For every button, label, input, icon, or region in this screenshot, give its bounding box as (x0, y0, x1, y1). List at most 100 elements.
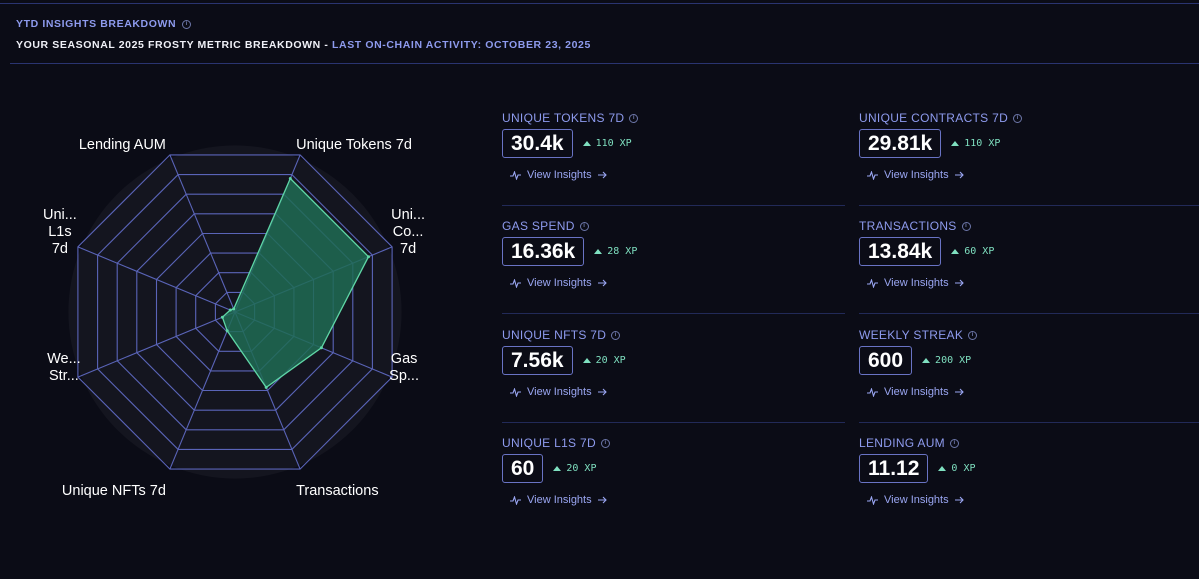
activity-icon (510, 278, 521, 288)
xp-value: 110 XP (595, 138, 632, 149)
radar-axis-label-line: Gas (391, 351, 418, 367)
view-insights-link[interactable]: View Insights (510, 277, 844, 289)
xp-badge: 200 XP (922, 355, 971, 366)
view-insights-text: View Insights (527, 169, 592, 181)
view-insights-text: View Insights (884, 169, 949, 181)
radar-axis-label-line: We... (47, 351, 81, 367)
info-icon[interactable]: i (579, 221, 589, 231)
metric-label: UNIQUE TOKENS 7D i (502, 111, 844, 125)
activity-icon (867, 170, 878, 180)
xp-value: 20 XP (566, 463, 597, 474)
radar-data-point (319, 346, 323, 350)
arrow-right-icon (597, 279, 607, 287)
metric-value: 7.56k (502, 346, 573, 375)
view-insights-text: View Insights (884, 386, 949, 398)
view-insights-text: View Insights (527, 277, 592, 289)
radar-axis-label-line: Unique NFTs 7d (62, 483, 166, 499)
metric-value-row: 13.84k 60 XP (859, 237, 1199, 266)
metric-label-text: UNIQUE TOKENS 7D (502, 111, 625, 125)
view-insights-link[interactable]: View Insights (867, 169, 1199, 181)
top-divider (0, 3, 1199, 4)
radar-axis-label-line: Unique Tokens 7d (296, 137, 412, 153)
triangle-up-icon (938, 466, 947, 471)
metric-value-row: 16.36k 28 XP (502, 237, 844, 266)
view-insights-link[interactable]: View Insights (510, 494, 844, 506)
radar-data-point (225, 329, 229, 333)
radar-axis-label-line: Co... (393, 224, 424, 240)
view-insights-text: View Insights (884, 494, 949, 506)
radar-axis-spoke (77, 246, 236, 313)
radar-data-point (228, 308, 232, 312)
metric-label: TRANSACTIONS i (859, 219, 1199, 233)
metric-card: LENDING AUM i 11.12 0 XP View Insights (859, 436, 1199, 506)
metric-label: GAS SPEND i (502, 219, 844, 233)
metric-card: GAS SPEND i 16.36k 28 XP View Insights (502, 219, 844, 289)
metric-divider (502, 422, 845, 423)
xp-value: 200 XP (935, 355, 972, 366)
metric-value: 13.84k (859, 237, 942, 266)
header-divider (10, 63, 1199, 64)
metric-value: 16.36k (502, 237, 585, 266)
xp-badge: 110 XP (951, 138, 1000, 149)
section-title: YTD INSIGHTS BREAKDOWN i (16, 18, 591, 30)
info-icon[interactable]: i (1013, 113, 1023, 123)
view-insights-link[interactable]: View Insights (867, 386, 1199, 398)
metric-label: UNIQUE CONTRACTS 7D i (859, 111, 1199, 125)
info-icon[interactable]: i (949, 438, 959, 448)
radar-data-point (264, 385, 268, 389)
metric-divider (859, 422, 1199, 423)
metric-label-text: TRANSACTIONS (859, 219, 957, 233)
radar-axis-label: Transactions (296, 483, 378, 499)
metric-label-text: UNIQUE CONTRACTS 7D (859, 111, 1009, 125)
radar-axis-label-line: L1s (48, 224, 71, 240)
view-insights-text: View Insights (527, 494, 592, 506)
view-insights-link[interactable]: View Insights (867, 277, 1199, 289)
metric-card: WEEKLY STREAK i 600 200 XP View Insights (859, 328, 1199, 398)
arrow-right-icon (597, 496, 607, 504)
triangle-up-icon (922, 358, 931, 363)
view-insights-link[interactable]: View Insights (510, 386, 844, 398)
subtitle-text: YOUR SEASONAL 2025 FROSTY METRIC BREAKDO… (16, 39, 321, 51)
metric-divider (502, 205, 845, 206)
info-icon[interactable]: i (968, 330, 978, 340)
metric-label-text: LENDING AUM (859, 436, 945, 450)
metric-divider (502, 313, 845, 314)
metric-label: UNIQUE NFTS 7D i (502, 328, 844, 342)
view-insights-text: View Insights (527, 386, 592, 398)
activity-icon (867, 495, 878, 505)
section-header: YTD INSIGHTS BREAKDOWN i YOUR SEASONAL 2… (16, 18, 591, 51)
metric-value-row: 600 200 XP (859, 346, 1199, 375)
radar-axis-label: Unique Tokens 7d (296, 137, 412, 153)
activity-icon (510, 495, 521, 505)
info-icon[interactable]: i (182, 19, 192, 29)
radar-axis-spoke (169, 154, 236, 313)
xp-value: 0 XP (951, 463, 976, 474)
radar-axis-label-line: Uni... (391, 207, 425, 223)
arrow-right-icon (954, 496, 964, 504)
radar-axis-label: Lending AUM (79, 137, 166, 153)
xp-badge: 28 XP (594, 246, 637, 257)
radar-axis-label-line: 7d (400, 241, 416, 257)
info-icon[interactable]: i (961, 221, 971, 231)
metric-divider (859, 205, 1199, 206)
radar-axis-spoke (77, 311, 236, 378)
metric-label-text: UNIQUE L1S 7D (502, 436, 596, 450)
metric-value: 30.4k (502, 129, 573, 158)
metric-divider (859, 313, 1199, 314)
metric-card: TRANSACTIONS i 13.84k 60 XP View Insights (859, 219, 1199, 289)
metric-card: UNIQUE L1S 7D i 60 20 XP View Insights (502, 436, 844, 506)
radar-axis-label-line: 7d (52, 241, 68, 257)
arrow-right-icon (597, 388, 607, 396)
metric-label: UNIQUE L1S 7D i (502, 436, 844, 450)
view-insights-link[interactable]: View Insights (867, 494, 1199, 506)
metric-value-row: 29.81k 110 XP (859, 129, 1199, 158)
info-icon[interactable]: i (629, 113, 639, 123)
metric-label: WEEKLY STREAK i (859, 328, 1199, 342)
xp-value: 110 XP (964, 138, 1001, 149)
arrow-right-icon (954, 279, 964, 287)
view-insights-text: View Insights (884, 277, 949, 289)
info-icon[interactable]: i (611, 330, 621, 340)
xp-badge: 0 XP (938, 463, 976, 474)
view-insights-link[interactable]: View Insights (510, 169, 844, 181)
info-icon[interactable]: i (600, 438, 610, 448)
